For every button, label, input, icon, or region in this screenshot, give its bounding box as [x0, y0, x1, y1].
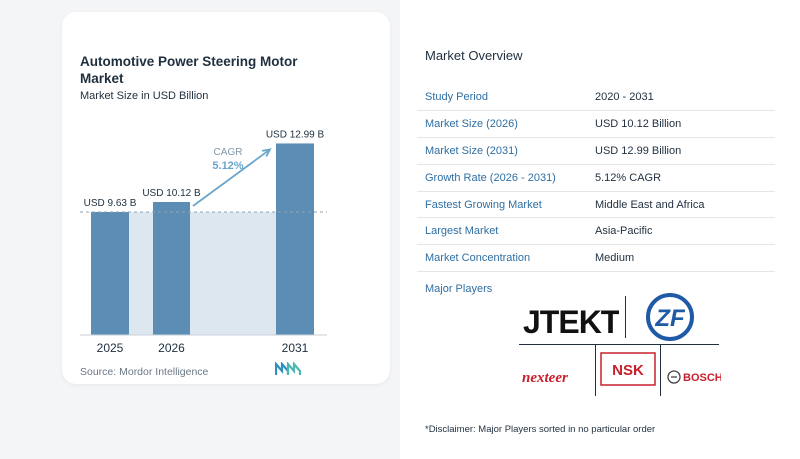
overview-label: Market Size (2031) [425, 144, 518, 157]
jtekt-logo: JTEKT [523, 304, 619, 338]
cagr-arrow [192, 148, 271, 207]
overview-row: Study Period 2020 - 2031 [417, 84, 775, 111]
chart-subtitle: Market Size in USD Billion [80, 90, 209, 102]
logo-divider [595, 344, 596, 396]
bosch-logo: BOSCH [667, 370, 721, 384]
overview-row: Market Concentration Medium [417, 245, 775, 272]
bar-value-label: USD 12.99 B [266, 129, 325, 140]
logo-divider [660, 344, 661, 396]
nexteer-logo: nexteer [522, 370, 568, 386]
cagr-value: 5.12% [212, 160, 243, 172]
jtekt-logo-text: JTEKT [523, 304, 619, 338]
bar-value-label: USD 9.63 B [84, 198, 137, 209]
bar-2031 [276, 143, 314, 335]
overview-title: Market Overview [425, 48, 523, 63]
overview-value: 2020 - 2031 [595, 91, 654, 104]
cagr-label: CAGR [214, 147, 243, 158]
chart-title: Automotive Power Steering Motor Market [80, 54, 298, 86]
overview-label: Fastest Growing Market [425, 198, 542, 211]
major-players-label: Major Players [425, 283, 493, 295]
overview-label: Study Period [425, 91, 488, 104]
disclaimer: *Disclaimer: Major Players sorted in no … [425, 424, 656, 435]
x-tick-label: 2031 [282, 341, 309, 355]
overview-value: 5.12% CAGR [595, 171, 662, 184]
overview-row: Market Size (2031) USD 12.99 Billion [417, 138, 775, 165]
overview-label: Market Size (2026) [425, 118, 518, 131]
overview-row: Market Size (2026) USD 10.12 Billion [417, 111, 775, 138]
overview-table: Study Period 2020 - 2031 Market Size (2026… [417, 84, 775, 272]
mordor-intelligence-logo [275, 362, 301, 375]
overview-panel [400, 0, 800, 459]
nsk-logo-text: NSK [612, 362, 644, 379]
overview-row: Growth Rate (2026 - 2031) 5.12% CAGR [417, 164, 775, 192]
cagr-arrowhead [261, 148, 272, 157]
overview-label: Market Concentration [425, 252, 531, 265]
source-text: Source: Mordor Intelligence [80, 366, 209, 378]
overview-label: Largest Market [425, 225, 499, 238]
overview-row: Largest Market Asia-Pacific [417, 218, 775, 245]
bar-2026 [153, 201, 190, 335]
bosch-logo-text: BOSCH [683, 372, 721, 384]
gap-fill [129, 211, 153, 335]
zf-logo-text: ZF [654, 305, 686, 332]
bar-2025 [91, 211, 129, 335]
logo-divider [519, 344, 719, 345]
overview-value: USD 10.12 Billion [595, 118, 682, 131]
nexteer-logo-text: nexteer [522, 370, 568, 386]
overview-value: Medium [595, 252, 635, 265]
bar-chart: USD 9.63 B 2025 USD 10.12 B 2026 USD 12.99 B… [80, 129, 327, 355]
overview-label: Growth Rate (2026 - 2031) [425, 171, 556, 184]
x-tick-label: 2025 [97, 341, 124, 355]
x-tick-label: 2026 [158, 341, 185, 355]
logo-divider [625, 296, 626, 338]
gap-fill [190, 211, 276, 335]
bar-value-label: USD 10.12 B [142, 188, 201, 199]
zf-logo: ZF [646, 293, 694, 341]
nsk-logo: NSK [600, 352, 656, 386]
overview-value: USD 12.99 Billion [595, 144, 682, 157]
overview-row: Fastest Growing Market Middle East and Af… [417, 191, 775, 218]
overview-value: Middle East and Africa [595, 198, 705, 211]
overview-value: Asia-Pacific [595, 225, 653, 238]
